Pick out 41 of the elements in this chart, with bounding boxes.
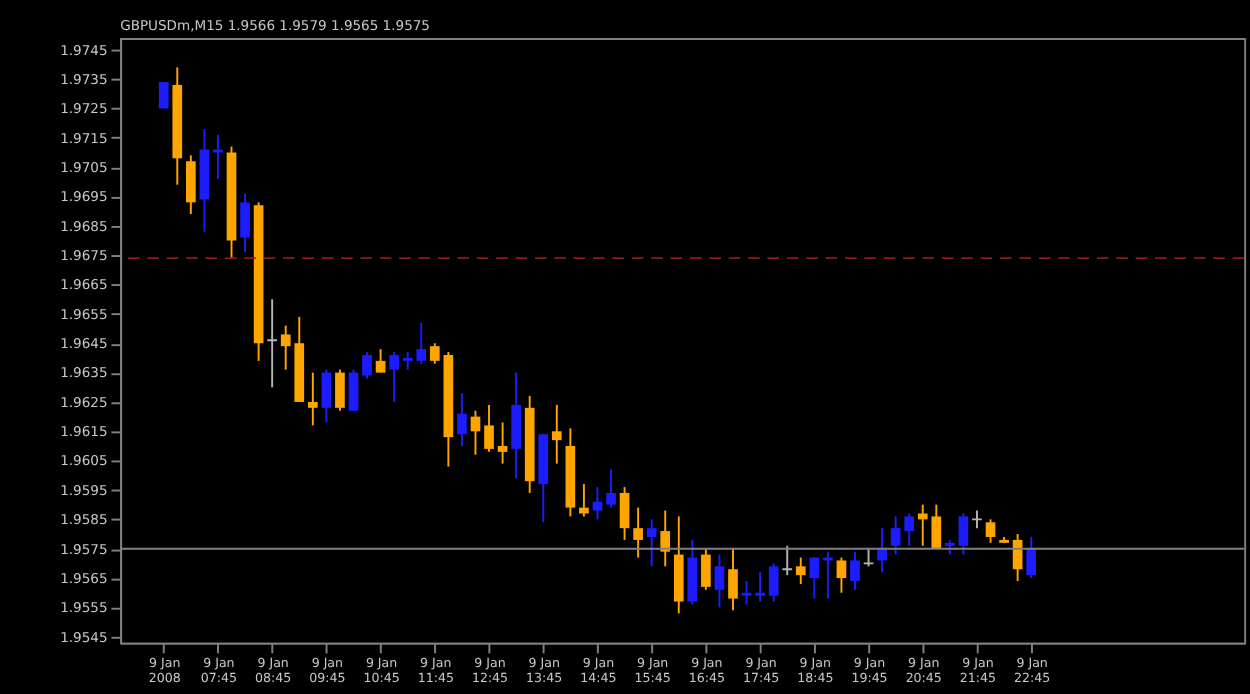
candlestick [389, 351, 399, 403]
candlestick [606, 468, 616, 509]
candlestick [497, 421, 508, 465]
candlestick [809, 556, 820, 600]
candlestick [266, 298, 278, 389]
candlestick [511, 371, 521, 480]
candlestick [687, 538, 698, 606]
candlestick [362, 351, 372, 380]
candlestick [457, 392, 467, 447]
candlestick [660, 509, 671, 568]
candlestick [768, 562, 779, 603]
candlestick [701, 547, 711, 591]
candlestick [836, 556, 847, 594]
candlestick [551, 403, 562, 465]
candlestick [240, 192, 250, 254]
candlestick [633, 506, 643, 559]
candlestick [714, 553, 725, 609]
candlestick [728, 547, 738, 612]
candlestick [375, 348, 386, 374]
candlestick [185, 154, 196, 216]
candlestick [158, 81, 169, 110]
candlestick [958, 512, 969, 556]
candlestick [592, 486, 603, 521]
candlestick [795, 556, 806, 585]
candlestick [904, 512, 915, 547]
candlestick [781, 544, 794, 577]
candlestick [646, 518, 657, 568]
candlestick [755, 571, 765, 603]
candlestick [673, 515, 684, 615]
candlestick [890, 515, 901, 556]
candlestick [484, 403, 494, 453]
candlestick [850, 550, 860, 591]
candlestick [335, 368, 345, 412]
candlestick [1026, 536, 1037, 580]
candlestick [619, 486, 630, 541]
candlestick [348, 368, 359, 412]
candlestick [985, 518, 996, 544]
candlestick [307, 371, 318, 427]
candlestick [321, 368, 332, 424]
candlestick [429, 342, 440, 365]
candlestick [741, 580, 752, 606]
